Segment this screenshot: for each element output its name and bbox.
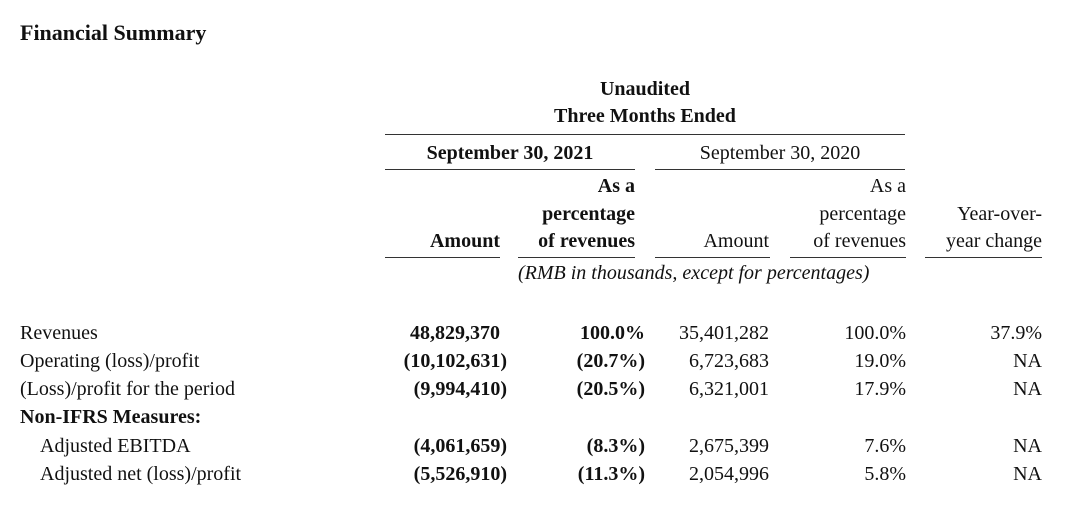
pct-2021: (11.3%) xyxy=(577,463,645,485)
row-label: (Loss)/profit for the period xyxy=(20,378,235,400)
table-row: Adjusted EBITDA (4,061,659) (8.3%) 2,675… xyxy=(0,432,1088,460)
amount-2021: (9,994,410) xyxy=(413,378,507,400)
pct-2020-header-line2: percentage xyxy=(819,203,906,225)
amount-2020: 35,401,282 xyxy=(679,322,769,344)
yoy-header-line1: Year-over- xyxy=(957,203,1042,225)
divider xyxy=(385,169,635,170)
page-title: Financial Summary xyxy=(20,20,207,45)
amount-2021: 48,829,370 xyxy=(410,322,500,344)
amount-2021: (10,102,631) xyxy=(403,350,507,372)
amount-2020: 6,723,683 xyxy=(689,350,769,372)
table-row: Operating (loss)/profit (10,102,631) (20… xyxy=(0,347,1088,375)
column-group-2021: September 30, 2021 xyxy=(426,142,594,164)
row-label: Revenues xyxy=(20,322,98,344)
yoy-change: 37.9% xyxy=(990,322,1042,344)
pct-2020-header-line1: As a xyxy=(869,175,906,197)
audit-status-header: Unaudited xyxy=(599,78,691,100)
yoy-change: NA xyxy=(1013,463,1042,485)
pct-2021: (20.7%) xyxy=(576,350,645,372)
yoy-change: NA xyxy=(1013,350,1042,372)
pct-2021: (20.5%) xyxy=(576,378,645,400)
divider xyxy=(925,257,1042,258)
amount-2020: 2,054,996 xyxy=(689,463,769,485)
column-group-2020: September 30, 2020 xyxy=(699,142,861,164)
divider xyxy=(655,257,770,258)
divider xyxy=(385,257,500,258)
row-label: Operating (loss)/profit xyxy=(20,350,200,372)
pct-2021-header-line1: As a xyxy=(597,175,635,197)
pct-2021: 100.0% xyxy=(580,322,645,344)
pct-2020: 17.9% xyxy=(854,378,906,400)
pct-2020: 7.6% xyxy=(864,435,906,457)
amount-2021: (5,526,910) xyxy=(413,463,507,485)
units-note: (RMB in thousands, except for percentage… xyxy=(518,262,870,284)
row-label: Adjusted EBITDA xyxy=(40,435,191,457)
table-row: (Loss)/profit for the period (9,994,410)… xyxy=(0,375,1088,403)
amount-2020-header: Amount xyxy=(703,230,769,252)
pct-2020: 19.0% xyxy=(854,350,906,372)
pct-2021: (8.3%) xyxy=(586,435,645,457)
divider xyxy=(518,257,635,258)
section-label: Non-IFRS Measures: xyxy=(20,406,202,428)
table-row: Non-IFRS Measures: xyxy=(0,403,1088,431)
amount-2020: 6,321,001 xyxy=(689,378,769,400)
divider xyxy=(790,257,906,258)
period-header: Three Months Ended xyxy=(554,105,736,127)
table-row: Adjusted net (loss)/profit (5,526,910) (… xyxy=(0,460,1088,488)
pct-2020: 100.0% xyxy=(844,322,906,344)
amount-2020: 2,675,399 xyxy=(689,435,769,457)
pct-2021-header-line3: of revenues xyxy=(538,230,635,252)
yoy-header-line2: year change xyxy=(945,230,1042,252)
pct-2020-header-line3: of revenues xyxy=(813,230,906,252)
yoy-change: NA xyxy=(1013,435,1042,457)
divider xyxy=(385,134,905,135)
amount-2021-header: Amount xyxy=(429,230,500,252)
pct-2021-header-line2: percentage xyxy=(542,203,635,225)
amount-2021: (4,061,659) xyxy=(413,435,507,457)
pct-2020: 5.8% xyxy=(864,463,906,485)
yoy-change: NA xyxy=(1013,378,1042,400)
row-label: Adjusted net (loss)/profit xyxy=(40,463,242,485)
table-row: Revenues 48,829,370 100.0% 35,401,282 10… xyxy=(0,319,1088,347)
divider xyxy=(655,169,905,170)
